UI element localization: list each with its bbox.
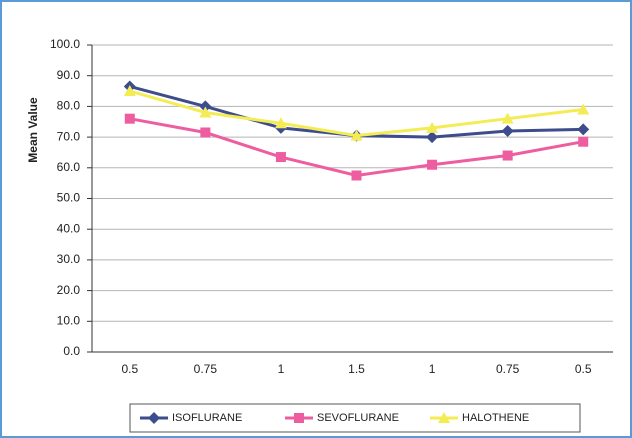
marker	[426, 121, 439, 133]
x-tick-label: 1.5	[348, 362, 365, 376]
marker	[502, 150, 513, 161]
legend-label: SEVOFLURANE	[317, 412, 399, 424]
marker	[199, 100, 212, 113]
y-tick-label: 50.0	[57, 191, 81, 205]
y-tick-label: 0.0	[63, 344, 80, 358]
marker	[123, 85, 136, 97]
x-tick-label: 0.5	[121, 362, 138, 376]
marker	[124, 113, 135, 124]
marker	[577, 103, 590, 115]
marker	[275, 152, 286, 163]
x-tick-label: 1	[429, 362, 436, 376]
y-axis-label: Mean Value	[26, 97, 40, 163]
marker	[274, 117, 287, 129]
x-tick-label: 0.75	[194, 362, 218, 376]
marker	[578, 136, 589, 147]
marker	[427, 159, 438, 170]
marker	[426, 131, 439, 144]
y-tick-label: 90.0	[57, 68, 81, 82]
y-tick-label: 40.0	[57, 221, 81, 235]
marker	[294, 413, 304, 423]
marker	[351, 170, 362, 181]
marker	[501, 112, 514, 124]
y-tick-label: 100.0	[50, 37, 80, 51]
marker	[501, 124, 514, 137]
legend-label: HALOTHENE	[462, 412, 529, 424]
marker	[438, 412, 450, 423]
legend-label: ISOFLURANE	[172, 412, 242, 424]
x-tick-label: 1	[278, 362, 285, 376]
marker	[199, 106, 212, 118]
y-tick-label: 60.0	[57, 160, 81, 174]
y-tick-label: 10.0	[57, 313, 81, 327]
legend-box	[129, 403, 581, 433]
y-tick-label: 20.0	[57, 283, 81, 297]
y-tick-label: 80.0	[57, 99, 81, 113]
x-tick-label: 0.5	[575, 362, 592, 376]
y-tick-label: 70.0	[57, 129, 81, 143]
marker	[350, 129, 363, 141]
x-tick-label: 0.75	[496, 362, 520, 376]
marker	[577, 123, 590, 136]
y-tick-label: 30.0	[57, 252, 81, 266]
marker	[148, 412, 160, 424]
marker	[200, 127, 211, 138]
